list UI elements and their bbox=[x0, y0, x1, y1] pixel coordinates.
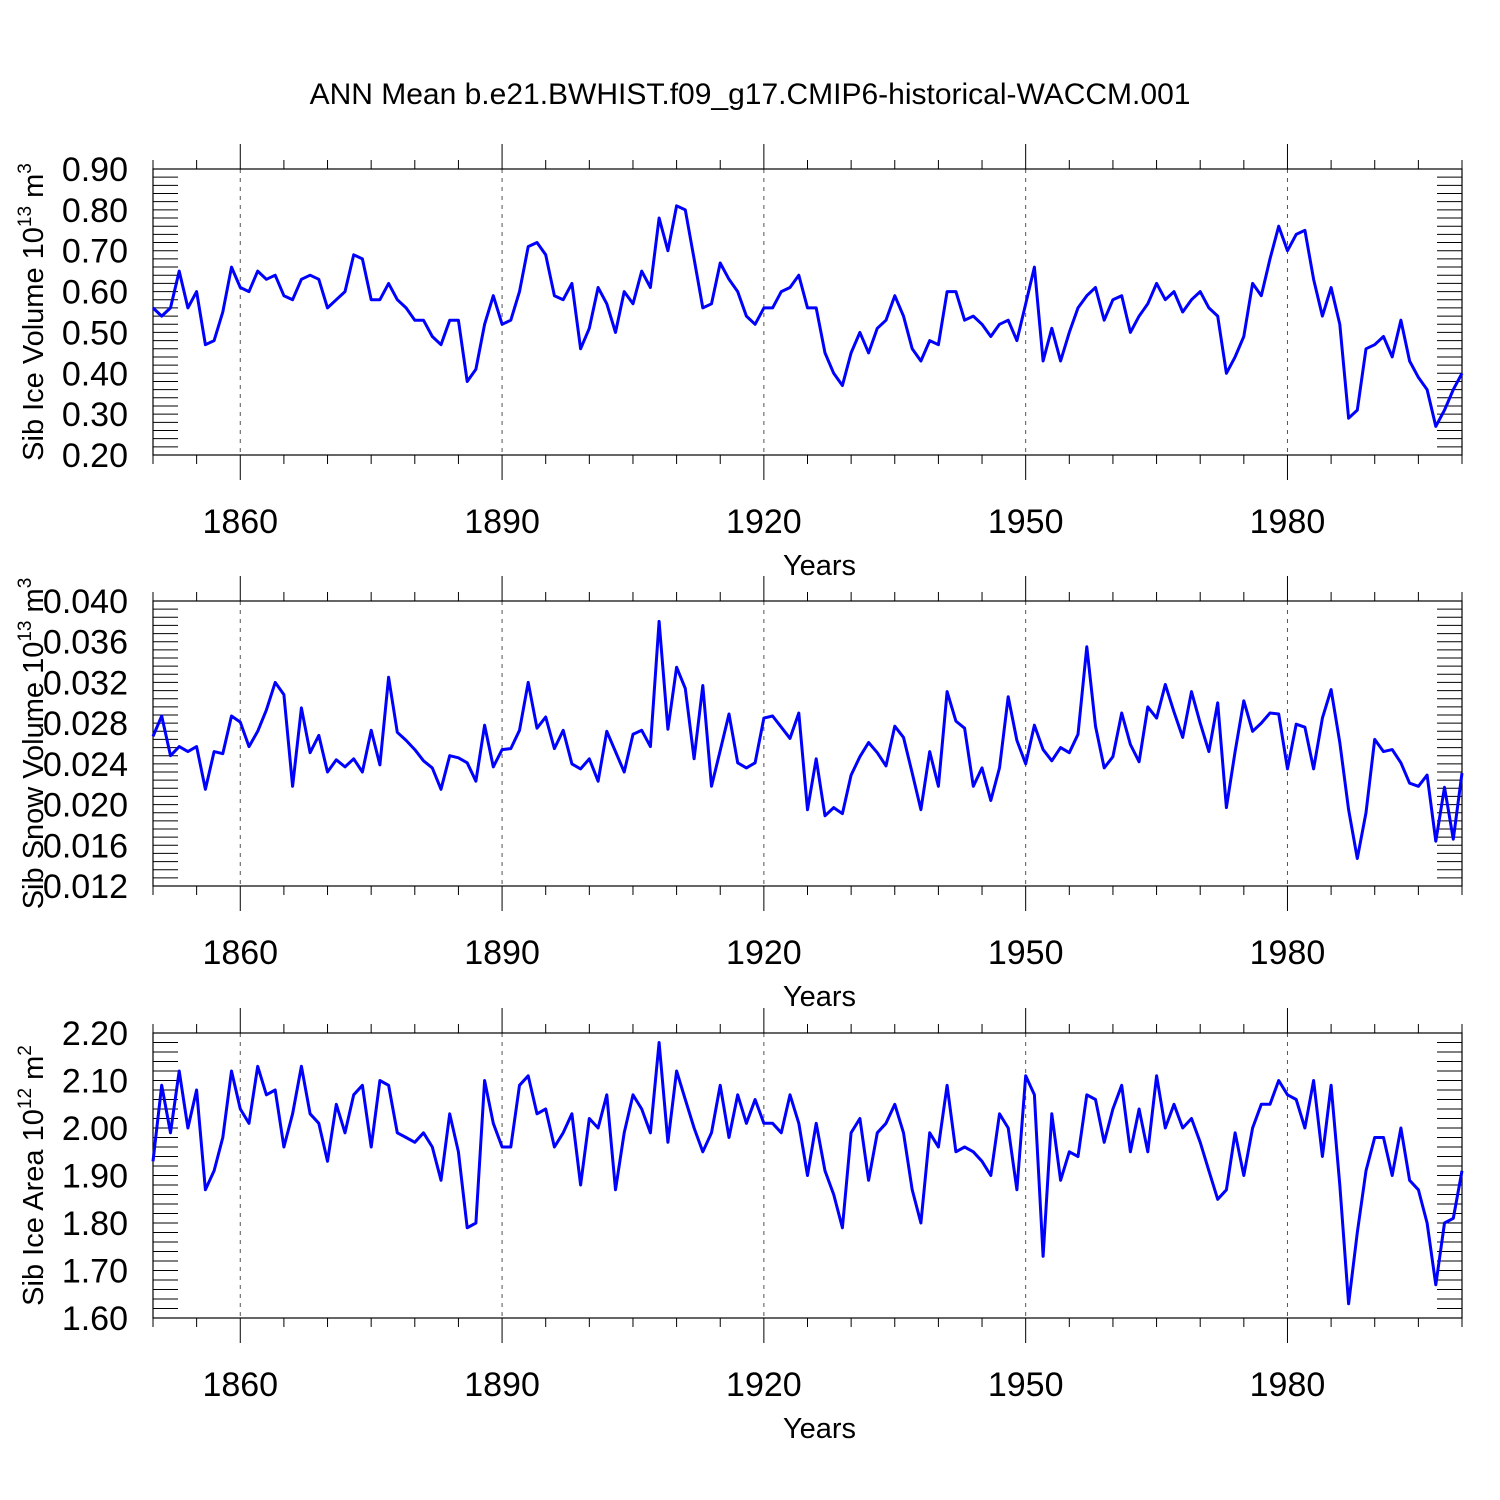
y-axis-label: Sib Snow Volume 1013 m3 bbox=[15, 578, 50, 910]
y-axis-label-text: Sib Snow Volume 10 bbox=[18, 642, 50, 910]
panel-1: 0.200.300.400.500.600.700.800.90 1860 1890… bbox=[15, 144, 1464, 582]
x-tick-label: 1980 bbox=[1250, 503, 1326, 541]
y-tick-label: 0.028 bbox=[43, 705, 128, 743]
y-tick-label: 0.012 bbox=[43, 868, 128, 906]
y-tick-label: 0.032 bbox=[43, 664, 128, 702]
x-tick-label: 1950 bbox=[988, 934, 1064, 972]
y-axis-label-unit: m bbox=[18, 1056, 50, 1088]
y-tick-label: 1.80 bbox=[62, 1205, 128, 1243]
x-tick-label: 1920 bbox=[726, 503, 802, 541]
y-tick-label: 1.90 bbox=[62, 1158, 128, 1196]
y-tick-label: 2.20 bbox=[62, 1015, 128, 1053]
figure-title: ANN Mean b.e21.BWHIST.f09_g17.CMIP6-hist… bbox=[309, 78, 1191, 111]
y-axis-label-text: Sib Ice Area 10 bbox=[18, 1109, 50, 1306]
y-tick-label: 1.60 bbox=[62, 1300, 128, 1338]
x-tick-label: 1890 bbox=[464, 1366, 540, 1404]
x-tick-label: 1980 bbox=[1250, 1366, 1326, 1404]
panel-2: 0.0120.0160.0200.0240.0280.0320.0360.040… bbox=[15, 576, 1464, 1013]
y-axis-label-unit-exponent: 3 bbox=[15, 578, 36, 589]
data-series-line bbox=[151, 1041, 1464, 1306]
y-tick-label: 0.40 bbox=[62, 355, 128, 393]
y-tick-label: 0.040 bbox=[43, 583, 128, 621]
data-series-line bbox=[151, 619, 1464, 860]
y-tick-label: 2.00 bbox=[62, 1110, 128, 1148]
y-axis-label-unit: m bbox=[18, 174, 50, 206]
y-tick-label: 0.016 bbox=[43, 827, 128, 865]
y-tick-label: 0.60 bbox=[62, 274, 128, 312]
x-tick-label: 1860 bbox=[202, 503, 278, 541]
x-tick-label: 1950 bbox=[988, 1366, 1064, 1404]
y-tick-label: 0.80 bbox=[62, 192, 128, 230]
x-axis-label: Years bbox=[783, 550, 856, 582]
y-tick-label: 0.30 bbox=[62, 396, 128, 434]
y-axis-label-exponent: 13 bbox=[15, 621, 36, 642]
y-axis-label-exponent: 13 bbox=[15, 206, 36, 227]
y-axis-label-exponent: 12 bbox=[15, 1088, 36, 1109]
x-tick-label: 1860 bbox=[202, 934, 278, 972]
y-tick-label: 0.020 bbox=[43, 787, 128, 825]
x-tick-label: 1980 bbox=[1250, 934, 1326, 972]
y-axis-label-unit: m bbox=[18, 588, 50, 620]
x-axis-label: Years bbox=[783, 981, 856, 1013]
x-tick-label: 1890 bbox=[464, 934, 540, 972]
y-axis-label: Sib Ice Volume 1013 m3 bbox=[15, 163, 50, 461]
y-tick-label: 0.90 bbox=[62, 151, 128, 189]
x-tick-label: 1860 bbox=[202, 1366, 278, 1404]
y-axis-label-text: Sib Ice Volume 10 bbox=[18, 227, 50, 461]
data-series-line bbox=[151, 204, 1464, 428]
y-tick-label: 1.70 bbox=[62, 1253, 128, 1291]
y-tick-label: 2.10 bbox=[62, 1063, 128, 1101]
y-tick-label: 0.50 bbox=[62, 314, 128, 352]
x-tick-label: 1890 bbox=[464, 503, 540, 541]
x-tick-label: 1950 bbox=[988, 503, 1064, 541]
y-tick-label: 0.024 bbox=[43, 746, 128, 784]
x-axis-label: Years bbox=[783, 1413, 856, 1445]
y-tick-label: 0.036 bbox=[43, 624, 128, 662]
x-tick-label: 1920 bbox=[726, 1366, 802, 1404]
panel-3: 1.60 1.70 1.80 1.90 2.00 2.10 2.20 1860 1890 1920… bbox=[15, 1008, 1464, 1445]
plot-frame bbox=[152, 600, 1463, 887]
plot-frame bbox=[152, 168, 1463, 456]
y-axis-label: Sib Ice Area 1012 m2 bbox=[15, 1045, 50, 1306]
y-tick-label: 0.70 bbox=[62, 233, 128, 271]
x-tick-label: 1920 bbox=[726, 934, 802, 972]
y-tick-label: 0.20 bbox=[62, 437, 128, 475]
y-axis-label-unit-exponent: 3 bbox=[15, 163, 36, 174]
y-axis-label-unit-exponent: 2 bbox=[15, 1045, 36, 1056]
